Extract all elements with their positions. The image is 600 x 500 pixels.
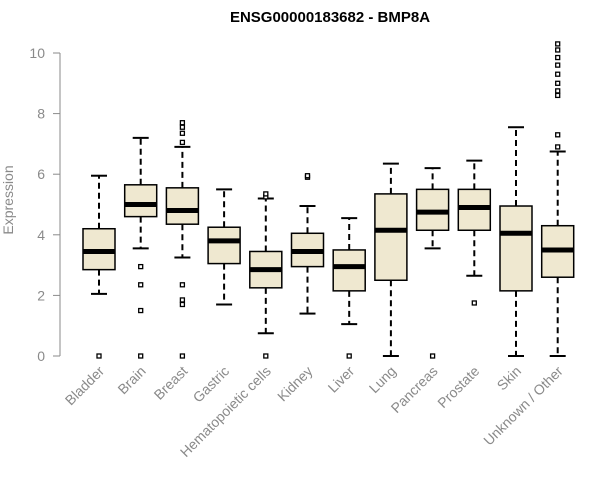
outlier-point — [471, 300, 477, 306]
outlier-point — [138, 353, 144, 359]
y-tick-label: 10 — [29, 45, 45, 61]
outlier-point — [555, 144, 561, 150]
box-lung — [374, 162, 408, 357]
outlier-point — [555, 80, 561, 86]
outlier-point — [179, 282, 186, 288]
outlier-point — [304, 173, 311, 179]
y-tick-label: 6 — [37, 166, 45, 182]
box-gastric — [207, 188, 241, 306]
outlier-point — [263, 353, 269, 359]
x-category-label: Unknown / Other — [480, 363, 566, 449]
outlier-point — [179, 301, 186, 308]
box-liver — [332, 217, 366, 359]
outlier-point — [179, 120, 186, 126]
outlier-point — [179, 353, 186, 359]
y-tick-label: 2 — [37, 287, 45, 303]
outlier-point — [555, 88, 561, 94]
x-category-label: Liver — [325, 363, 358, 396]
box-group — [82, 41, 575, 359]
box-hematopoietic-cells — [249, 191, 283, 359]
y-axis-title: Expression — [0, 165, 16, 234]
box-brain — [123, 136, 158, 359]
x-category-label: Skin — [494, 363, 525, 394]
iqr-box — [207, 226, 241, 265]
box-bladder — [82, 174, 116, 359]
outlier-point — [555, 41, 561, 47]
y-tick-label: 0 — [37, 348, 45, 364]
outlier-point — [138, 263, 144, 270]
box-breast — [165, 120, 200, 359]
iqr-box — [374, 193, 408, 282]
outlier-point — [179, 139, 186, 146]
outlier-point — [179, 124, 186, 130]
box-pancreas — [415, 167, 450, 359]
outlier-point — [429, 353, 436, 359]
x-category-label: Prostate — [434, 363, 482, 411]
outlier-point — [555, 132, 561, 138]
outlier-point — [555, 62, 561, 68]
outlier-point — [346, 353, 352, 359]
box-prostate — [457, 159, 492, 306]
outlier-point — [555, 71, 561, 77]
y-axis: 0 2 4 6 8 10 — [29, 45, 61, 364]
iqr-box — [165, 187, 200, 225]
outlier-point — [179, 297, 186, 303]
y-tick-label: 8 — [37, 106, 45, 122]
iqr-box — [332, 249, 366, 292]
x-category-label: Breast — [151, 363, 191, 403]
outlier-point — [555, 92, 561, 99]
x-category-label: Kidney — [274, 363, 316, 405]
box-unknown-other — [540, 41, 575, 357]
x-category-label: Brain — [114, 363, 148, 397]
x-category-label: Lung — [366, 363, 399, 396]
y-tick-label: 4 — [37, 227, 45, 243]
box-kidney — [290, 173, 325, 315]
outlier-point — [96, 353, 102, 359]
outlier-point — [179, 130, 186, 136]
outlier-point — [138, 307, 144, 314]
x-category-label: Bladder — [62, 363, 108, 409]
iqr-box — [123, 184, 158, 218]
outlier-point — [263, 191, 269, 197]
outlier-point — [555, 47, 561, 53]
chart-title: ENSG00000183682 - BMP8A — [230, 9, 430, 26]
iqr-box — [499, 205, 533, 292]
box-skin — [499, 126, 533, 357]
outlier-point — [555, 54, 561, 61]
outlier-point — [138, 282, 144, 288]
